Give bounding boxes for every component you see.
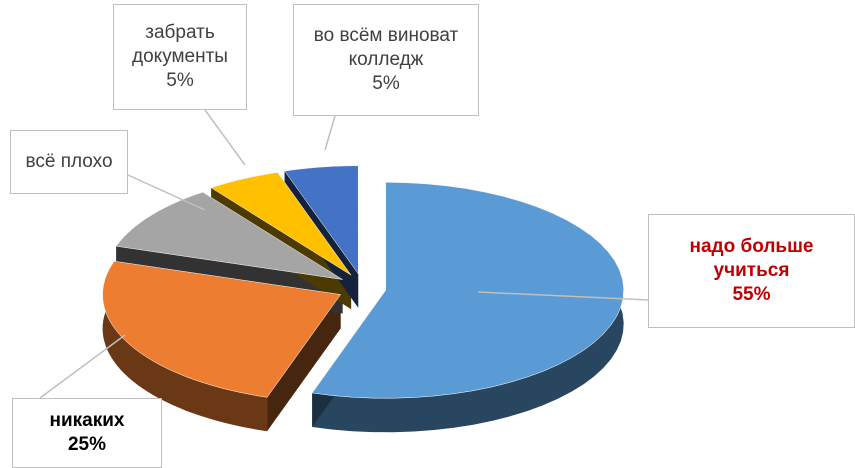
category-label: надо больше учиться — [689, 236, 814, 281]
slice-side — [312, 182, 624, 433]
leader-line — [127, 174, 206, 211]
slice — [284, 165, 359, 275]
data-label: никаких 25% — [12, 398, 162, 468]
data-label: всё плохо — [10, 130, 128, 194]
value-label: 55% — [732, 284, 771, 305]
value-label: 25% — [67, 434, 107, 455]
category-label: забрать документы — [132, 22, 228, 67]
data-label: забрать документы 5% — [113, 4, 247, 110]
slice — [210, 172, 352, 276]
slice — [311, 182, 624, 399]
leader-line — [324, 115, 336, 151]
category-label: во всём виноват колледж — [313, 25, 459, 70]
leader-line — [204, 109, 246, 166]
slice-side — [102, 261, 268, 432]
slice — [115, 191, 343, 280]
data-label: надо больше учиться 55% — [648, 214, 855, 328]
category-label: всё плохо — [25, 151, 113, 172]
data-label: во всём виноват колледж 5% — [293, 4, 479, 116]
value-label: 5% — [372, 73, 400, 94]
slice — [102, 260, 342, 398]
leader-line — [39, 334, 126, 399]
value-label: 5% — [166, 70, 194, 91]
category-label: никаких — [49, 410, 125, 431]
slice-edge — [267, 294, 341, 432]
leader-line — [477, 291, 649, 301]
